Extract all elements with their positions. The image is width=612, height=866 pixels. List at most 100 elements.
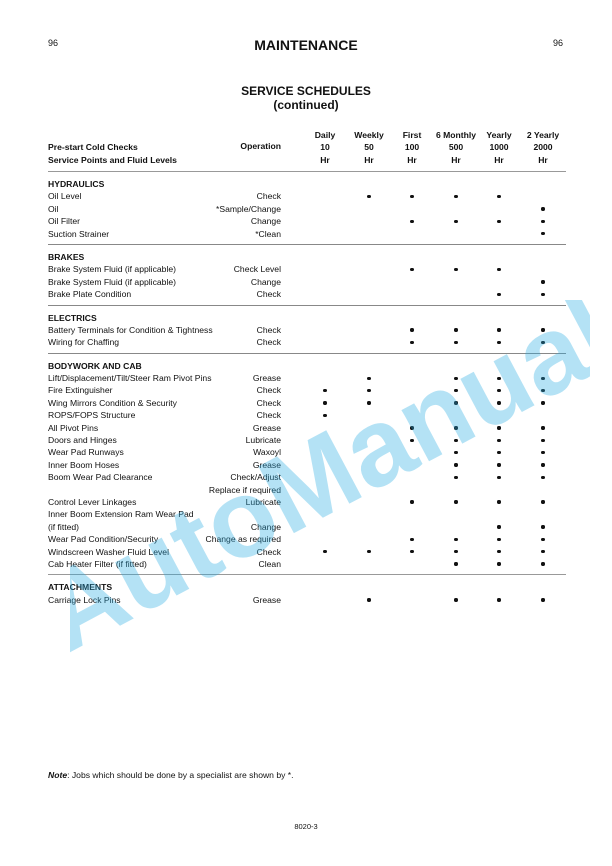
column-header: 10 bbox=[320, 142, 330, 153]
operation: Check bbox=[256, 337, 281, 348]
operation: Replace if required bbox=[208, 484, 281, 495]
schedule-mark-dot bbox=[497, 438, 501, 442]
schedule-mark-dot bbox=[497, 328, 501, 332]
operation: Check bbox=[256, 397, 281, 408]
schedule-mark-dot bbox=[454, 562, 458, 566]
schedule-mark-dot bbox=[497, 550, 501, 554]
operation: Check bbox=[256, 191, 281, 202]
column-header: Hr bbox=[364, 154, 374, 165]
schedule-mark-dot bbox=[497, 219, 501, 224]
service-point: Inner Boom Hoses bbox=[48, 459, 120, 470]
document-code: 8020-3 bbox=[294, 822, 318, 831]
column-header: 50 bbox=[364, 142, 374, 153]
schedule-mark-dot bbox=[323, 550, 327, 554]
schedule-mark-dot bbox=[454, 267, 458, 272]
schedule-mark-dot bbox=[497, 401, 501, 405]
column-header: Hr bbox=[451, 154, 461, 165]
schedule-mark-dot bbox=[541, 388, 545, 393]
operation: Grease bbox=[252, 594, 281, 605]
operation: Change bbox=[250, 521, 281, 532]
schedule-mark-dot bbox=[541, 328, 545, 332]
operation: Grease bbox=[252, 373, 281, 384]
service-point: Brake System Fluid (if applicable) bbox=[48, 276, 176, 287]
schedule-mark-dot bbox=[454, 328, 458, 332]
schedule-mark-dot bbox=[541, 376, 545, 380]
operation: Grease bbox=[252, 459, 281, 470]
schedule-mark-dot bbox=[541, 219, 545, 224]
service-point: Fire Extinguisher bbox=[48, 385, 113, 396]
service-point: Lift/Displacement/Tilt/Steer Ram Pivot P… bbox=[48, 373, 212, 384]
table-row: Wear Pad Runways Waxoyl bbox=[48, 446, 566, 458]
table-row: Cab Heater Filter (if fitted) Clean bbox=[48, 558, 566, 570]
column-header: 2 Yearly bbox=[526, 130, 560, 140]
schedule-mark-dot bbox=[541, 463, 545, 467]
schedule-mark-dot bbox=[497, 267, 501, 272]
operation: Clean bbox=[258, 558, 281, 569]
schedule-mark-dot bbox=[541, 438, 545, 442]
page-number-left: 96 bbox=[48, 38, 59, 48]
schedule-mark-dot bbox=[454, 463, 458, 467]
service-point: Suction Strainer bbox=[48, 228, 110, 239]
schedule-mark-dot bbox=[497, 500, 501, 504]
table-row: All Pivot Pins Grease bbox=[48, 422, 566, 434]
column-header: Hr bbox=[538, 154, 548, 165]
schedule-mark-dot bbox=[454, 401, 458, 405]
operation: Check bbox=[256, 410, 281, 421]
section-subheading: (continued) bbox=[273, 98, 339, 112]
operation: Change as required bbox=[205, 534, 282, 545]
schedule-mark-dot bbox=[323, 413, 327, 418]
schedule-mark-dot bbox=[541, 426, 545, 430]
operation: Lubricate bbox=[245, 435, 281, 446]
column-header: 500 bbox=[448, 142, 464, 153]
service-point: Brake System Fluid (if applicable) bbox=[48, 264, 176, 275]
schedule-mark-dot bbox=[541, 562, 545, 566]
schedule-mark-dot bbox=[541, 401, 545, 405]
schedule-mark-dot bbox=[541, 232, 545, 236]
section-title: BRAKES bbox=[48, 251, 85, 262]
section-title: ATTACHMENTS bbox=[48, 582, 113, 593]
header-service-points: Service Points and Fluid Levels bbox=[48, 154, 177, 165]
schedule-mark-dot bbox=[410, 426, 414, 430]
schedule-mark-dot bbox=[541, 280, 545, 284]
table-row: (if fitted) Change bbox=[48, 521, 566, 533]
schedule-mark-dot bbox=[497, 463, 501, 467]
table-row: Battery Terminals for Condition & Tightn… bbox=[48, 324, 566, 336]
footnote: Note: Jobs which should be done by a spe… bbox=[48, 770, 294, 780]
operation: Check bbox=[256, 289, 281, 300]
table-row: Carriage Lock Pins Grease bbox=[48, 594, 566, 606]
schedule-mark-dot bbox=[367, 194, 371, 199]
schedule-mark-dot bbox=[367, 376, 371, 380]
section-title: ELECTRICS bbox=[48, 312, 97, 323]
schedule-mark-dot bbox=[454, 194, 458, 199]
service-point: Wear Pad Runways bbox=[48, 447, 124, 458]
section-title: HYDRAULICS bbox=[48, 179, 105, 189]
note-text: : Jobs which should be done by a special… bbox=[67, 770, 294, 780]
service-point: Doors and Hinges bbox=[48, 435, 117, 446]
table-row: Oil Filter Change bbox=[48, 215, 566, 227]
schedule-mark-dot bbox=[497, 562, 501, 566]
column-header: 6 Monthly bbox=[435, 130, 477, 140]
column-header: Weekly bbox=[354, 130, 384, 140]
schedule-mark-dot bbox=[497, 292, 501, 297]
table-row: Control Lever Linkages Lubricate bbox=[48, 496, 566, 508]
column-header: 100 bbox=[404, 142, 420, 153]
service-point: Brake Plate Condition bbox=[48, 289, 132, 300]
schedule-mark-dot bbox=[410, 550, 414, 554]
operation: Check bbox=[256, 385, 281, 396]
table-row: Brake System Fluid (if applicable) Check … bbox=[48, 263, 566, 275]
operation: Check bbox=[256, 324, 281, 335]
operation: Lubricate bbox=[245, 496, 281, 507]
table-row: Oil *Sample/Change bbox=[48, 203, 566, 215]
schedule-mark-dot bbox=[541, 475, 545, 480]
schedule-mark-dot bbox=[541, 500, 545, 504]
service-point: Inner Boom Extension Ram Wear Pad bbox=[48, 509, 194, 520]
schedule-mark-dot bbox=[454, 340, 458, 345]
schedule-mark-dot bbox=[541, 550, 545, 554]
schedule-mark-dot bbox=[541, 537, 545, 542]
schedule-mark-dot bbox=[454, 450, 458, 455]
schedule-mark-dot bbox=[497, 340, 501, 345]
schedule-mark-dot bbox=[454, 376, 458, 380]
schedule-mark-dot bbox=[497, 598, 501, 602]
table-row: Doors and Hinges Lubricate bbox=[48, 434, 566, 446]
service-point: Oil bbox=[48, 203, 59, 214]
